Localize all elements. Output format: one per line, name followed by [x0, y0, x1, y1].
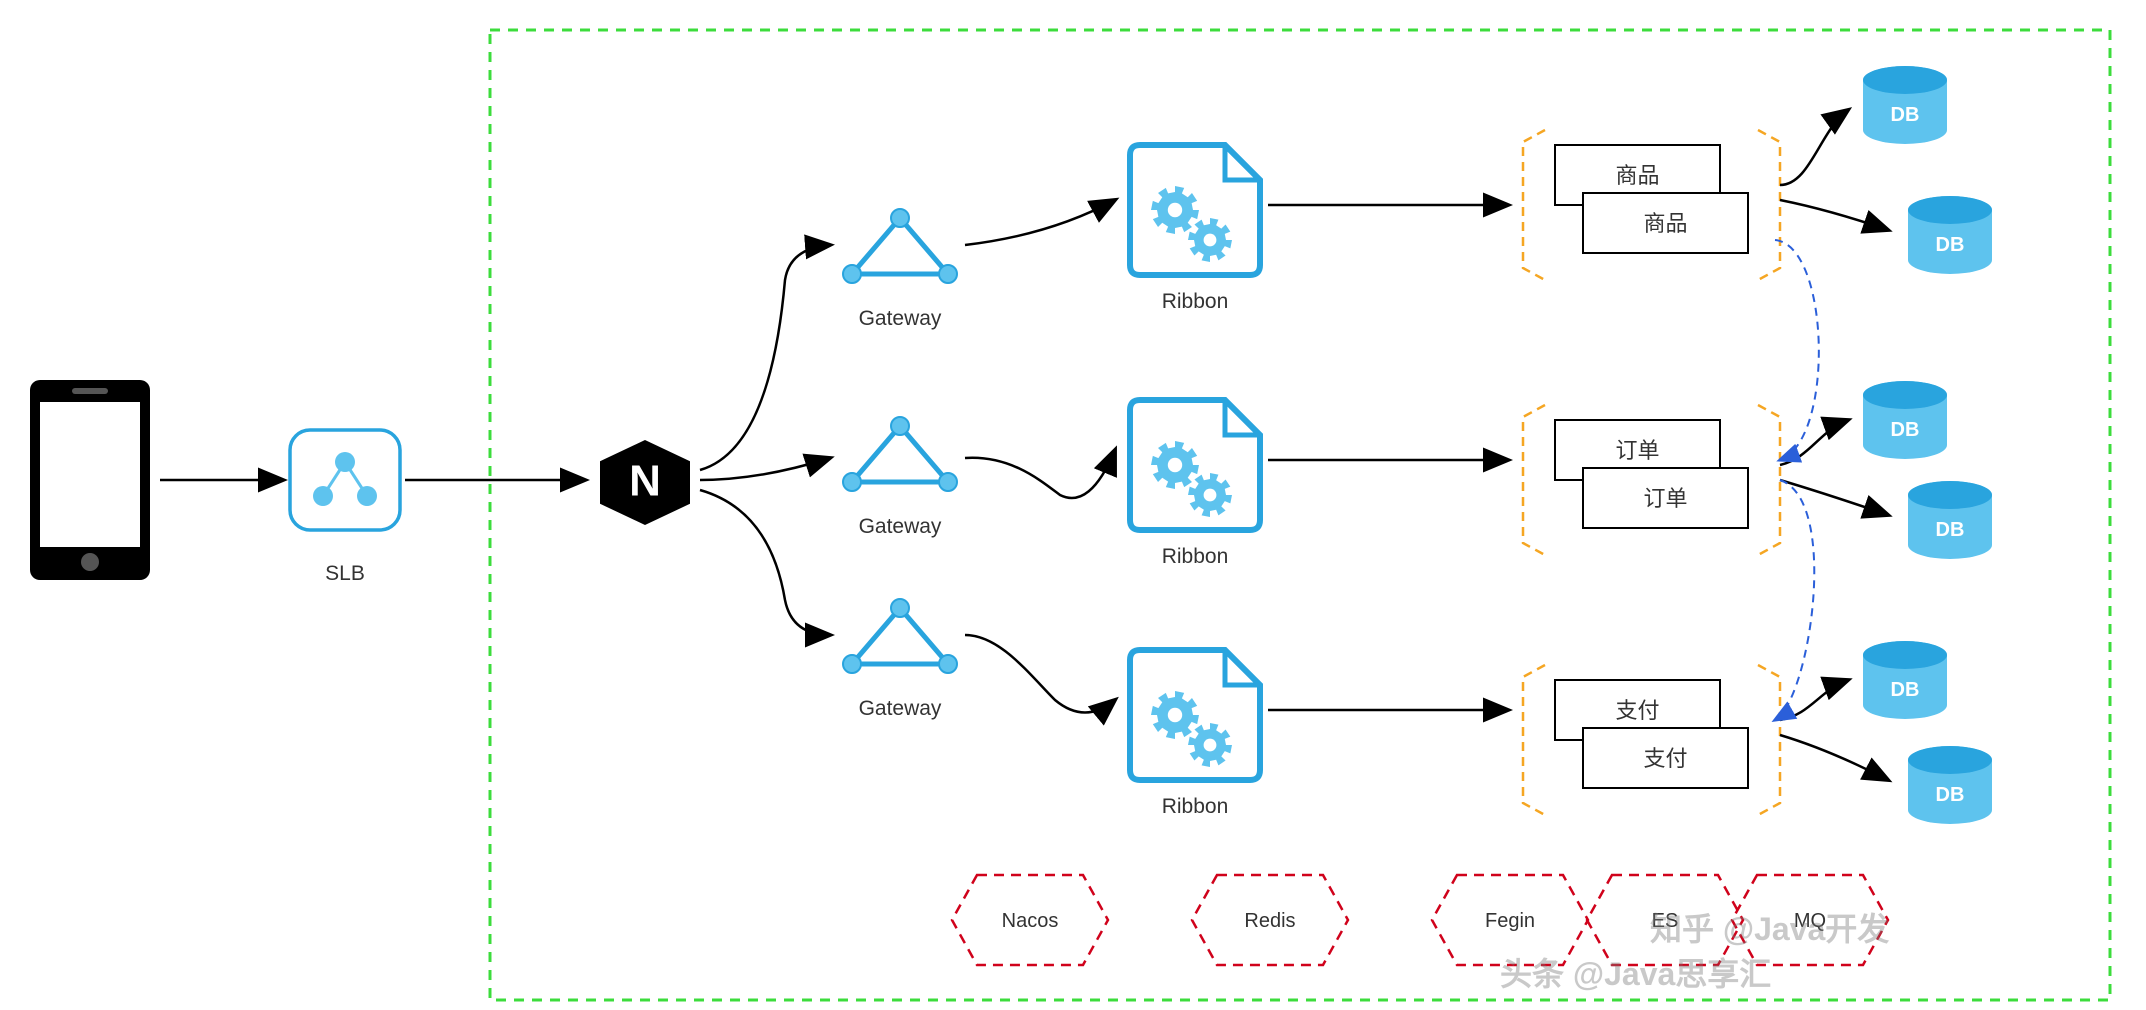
slb-label: SLB	[325, 562, 365, 585]
database-node-4: DB	[1863, 641, 1947, 719]
arrow-gw-ribbon-0	[965, 200, 1115, 245]
arrow-nginx-gw-2	[700, 490, 830, 635]
svg-text:Nacos: Nacos	[1002, 910, 1059, 932]
infra-hexagon-1: Redis	[1192, 875, 1348, 965]
ribbon-node-0: Ribbon	[1130, 145, 1260, 313]
gateway-node-1: Gateway	[843, 417, 957, 538]
nginx-node: N	[600, 440, 690, 525]
watermark-top: 知乎 @Java开发	[1650, 911, 1889, 947]
svg-text:DB: DB	[1891, 419, 1920, 441]
svg-text:支付: 支付	[1643, 746, 1687, 771]
gateway-label-0: Gateway	[859, 307, 942, 330]
ribbon-label-2: Ribbon	[1162, 795, 1229, 818]
database-node-2: DB	[1863, 381, 1947, 459]
service-group-1: 订单订单	[1523, 405, 1780, 555]
mobile-client-icon	[30, 380, 150, 580]
arrow-svc-db-1	[1780, 200, 1888, 230]
svg-text:DB: DB	[1891, 679, 1920, 701]
svg-text:DB: DB	[1936, 519, 1965, 541]
gateway-label-2: Gateway	[859, 697, 942, 720]
blue-dashed-0	[1775, 240, 1819, 460]
arrow-gw-ribbon-1	[965, 450, 1115, 498]
svg-text:Redis: Redis	[1244, 910, 1295, 932]
infra-hexagon-0: Nacos	[952, 875, 1108, 965]
gateway-node-2: Gateway	[843, 599, 957, 720]
service-group-2: 支付支付	[1523, 665, 1780, 815]
svg-text:商品: 商品	[1643, 211, 1687, 236]
arrow-svc-db-2	[1780, 420, 1848, 465]
architecture-diagram: SLB N Gateway Gateway Gateway Ribbon Ribbon Rib…	[0, 0, 2146, 1010]
gateway-node-0: Gateway	[843, 209, 957, 330]
arrow-gw-ribbon-2	[965, 635, 1115, 713]
arrow-svc-db-3	[1780, 480, 1888, 515]
gateway-label-1: Gateway	[859, 515, 942, 538]
watermark-bottom: 头条 @Java思享汇	[1500, 956, 1771, 992]
svg-text:订单: 订单	[1615, 438, 1659, 463]
database-node-3: DB	[1908, 481, 1992, 559]
svg-text:订单: 订单	[1643, 486, 1687, 511]
arrow-nginx-gw-0	[700, 245, 830, 470]
microservices-boundary	[490, 30, 2110, 1000]
arrow-svc-db-4	[1780, 680, 1848, 720]
slb-node: SLB	[290, 430, 400, 585]
svg-text:DB: DB	[1936, 784, 1965, 806]
ribbon-label-1: Ribbon	[1162, 545, 1229, 568]
svg-text:DB: DB	[1936, 234, 1965, 256]
svg-text:DB: DB	[1891, 104, 1920, 126]
svg-text:支付: 支付	[1615, 698, 1659, 723]
database-node-1: DB	[1908, 196, 1992, 274]
ribbon-node-2: Ribbon	[1130, 650, 1260, 818]
ribbon-node-1: Ribbon	[1130, 400, 1260, 568]
arrow-svc-db-0	[1780, 110, 1848, 185]
svg-text:N: N	[629, 457, 661, 506]
service-group-0: 商品商品	[1523, 130, 1780, 280]
arrow-svc-db-5	[1780, 735, 1888, 780]
svg-text:Fegin: Fegin	[1485, 910, 1535, 932]
ribbon-label-0: Ribbon	[1162, 290, 1229, 313]
svg-text:商品: 商品	[1615, 163, 1659, 188]
infra-hexagon-2: Fegin	[1432, 875, 1588, 965]
database-node-5: DB	[1908, 746, 1992, 824]
database-node-0: DB	[1863, 66, 1947, 144]
